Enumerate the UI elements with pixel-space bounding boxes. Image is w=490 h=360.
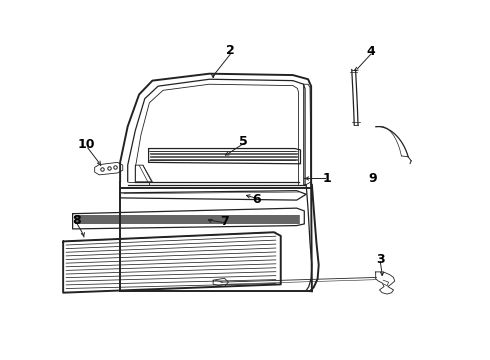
Text: 6: 6 — [252, 193, 261, 206]
Text: 9: 9 — [368, 172, 377, 185]
Text: 2: 2 — [226, 44, 235, 57]
Text: 10: 10 — [77, 138, 95, 151]
Text: 8: 8 — [72, 214, 81, 227]
Text: 4: 4 — [367, 45, 375, 58]
Text: 7: 7 — [220, 216, 229, 229]
Text: 1: 1 — [323, 172, 331, 185]
Text: 3: 3 — [376, 253, 385, 266]
Text: 5: 5 — [239, 135, 248, 148]
